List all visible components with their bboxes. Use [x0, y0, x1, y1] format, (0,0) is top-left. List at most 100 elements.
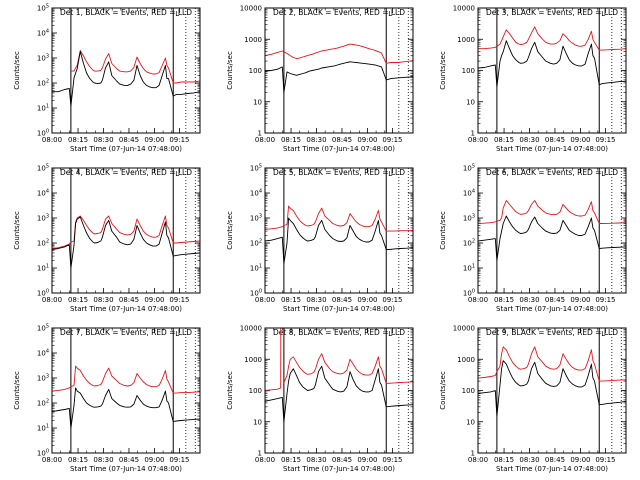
- y-tick-label: 1: [258, 130, 262, 138]
- x-tick-label: 08:30: [519, 296, 539, 304]
- y-tick-label-exponent: 4: [472, 189, 475, 195]
- y-tick-label: 101: [37, 104, 49, 113]
- y-tick-label: 102: [37, 79, 49, 88]
- y-tick-label: 100: [249, 67, 262, 75]
- y-tick-label: 100: [250, 289, 262, 298]
- plot-frame: [264, 327, 414, 454]
- x-tick-label: 08:00: [468, 136, 488, 144]
- marker-label: L: [175, 10, 179, 18]
- y-tick-label-exponent: 1: [46, 264, 49, 270]
- x-tick-label: 09:15: [595, 456, 615, 464]
- y-tick-label: 105: [37, 164, 49, 173]
- y-tick-label: 105: [463, 164, 475, 173]
- marker-label: L: [388, 330, 392, 338]
- x-tick-label: 09:00: [570, 136, 590, 144]
- y-tick-label: 102: [37, 239, 49, 248]
- series-lld-line: [70, 50, 200, 84]
- y-tick-label: 103: [463, 214, 475, 223]
- chart-title: Det 4, BLACK = Events, RED = LLD: [60, 168, 192, 177]
- x-tick-label: 08:00: [255, 456, 275, 464]
- y-axis-label: Counts/sec: [13, 211, 21, 250]
- x-tick-label: 08:15: [494, 136, 514, 144]
- series-lld-line: [52, 365, 200, 394]
- x-tick-label: 08:45: [119, 456, 139, 464]
- x-tick-label: 08:00: [255, 136, 275, 144]
- chart-panel-3: Det 3, BLACK = Events, RED = LLD Counts/s…: [439, 5, 627, 153]
- y-tick-label-exponent: 1: [46, 424, 49, 430]
- x-tick-label: 08:45: [119, 296, 139, 304]
- y-tick-label: 10: [253, 98, 262, 106]
- x-axis-label: Start Time (07-Jun-14 07:48:00): [283, 465, 395, 473]
- x-tick-label: 08:15: [281, 296, 301, 304]
- plot-series-group: [265, 328, 413, 423]
- x-axis-label: Start Time (07-Jun-14 07:48:00): [70, 145, 182, 153]
- marker-label: L: [388, 170, 392, 178]
- x-tick-label: 08:15: [281, 456, 301, 464]
- chart-panel-8: Det 8, BLACK = Events, RED = LLD Counts/s…: [226, 325, 414, 473]
- x-tick-label: 09:00: [144, 296, 164, 304]
- y-tick-label-exponent: 0: [472, 289, 475, 295]
- y-tick-label-exponent: 4: [259, 189, 262, 195]
- marker-label: L: [601, 330, 605, 338]
- chart-title: Det 2, BLACK = Events, RED = LLD: [273, 8, 405, 17]
- x-tick-label: 09:15: [382, 136, 402, 144]
- y-tick-label: 1000: [244, 356, 262, 364]
- y-tick-label: 100: [37, 129, 49, 138]
- y-tick-label: 10000: [453, 5, 475, 13]
- x-axis-label: Start Time (07-Jun-14 07:48:00): [496, 145, 608, 153]
- marker-label: L: [388, 10, 392, 18]
- y-tick-label: 103: [37, 54, 49, 63]
- y-tick-label-exponent: 5: [46, 324, 49, 330]
- y-tick-label-exponent: 5: [259, 164, 262, 170]
- y-tick-label: 101: [463, 264, 475, 273]
- plot-series-group: [52, 50, 200, 107]
- x-tick-label: 09:15: [595, 136, 615, 144]
- chart-title: Det 7, BLACK = Events, RED = LLD: [60, 328, 192, 337]
- y-tick-label-exponent: 1: [259, 264, 262, 270]
- y-tick-label-exponent: 0: [46, 449, 49, 455]
- series-lld-line: [265, 328, 413, 391]
- y-tick-label-exponent: 5: [46, 164, 49, 170]
- chart-panel-2: Det 2, BLACK = Events, RED = LLD Counts/s…: [226, 5, 414, 153]
- y-tick-label-exponent: 2: [259, 239, 262, 245]
- y-tick-label-exponent: 5: [472, 164, 475, 170]
- plot-series-group: [52, 365, 200, 429]
- chart-panel-1: Det 1, BLACK = Events, RED = LLD Counts/s…: [13, 4, 201, 153]
- y-tick-label: 104: [37, 189, 49, 198]
- x-tick-label: 08:45: [119, 136, 139, 144]
- y-tick-label: 1000: [244, 36, 262, 44]
- y-tick-label: 102: [250, 239, 262, 248]
- x-tick-label: 09:00: [570, 456, 590, 464]
- y-tick-label: 104: [463, 189, 475, 198]
- y-tick-label: 103: [37, 374, 49, 383]
- x-tick-label: 08:45: [545, 456, 565, 464]
- y-tick-label-exponent: 3: [46, 374, 49, 380]
- y-tick-label-exponent: 0: [46, 289, 49, 295]
- series-lld-line: [52, 215, 200, 249]
- plot-frame: [477, 167, 627, 294]
- x-axis-label: Start Time (07-Jun-14 07:48:00): [70, 305, 182, 313]
- plot-frame: [264, 167, 414, 294]
- x-tick-label: 09:15: [169, 296, 189, 304]
- x-tick-label: 08:45: [332, 456, 352, 464]
- plot-series-group: [478, 200, 626, 261]
- y-tick-label: 103: [250, 214, 262, 223]
- series-events-line: [265, 217, 413, 265]
- y-tick-label: 104: [250, 189, 262, 198]
- x-axis-label: Start Time (07-Jun-14 07:48:00): [283, 305, 395, 313]
- x-tick-label: 09:00: [144, 456, 164, 464]
- y-tick-label: 1: [258, 450, 262, 458]
- y-tick-label: 100: [249, 387, 262, 395]
- x-tick-label: 08:30: [306, 296, 326, 304]
- x-tick-label: 09:00: [357, 136, 377, 144]
- y-tick-label-exponent: 2: [46, 399, 49, 405]
- x-tick-label: 09:15: [595, 296, 615, 304]
- y-tick-label: 102: [37, 399, 49, 408]
- y-tick-label: 105: [250, 164, 262, 173]
- plot-frame: [51, 327, 201, 454]
- series-events-line: [52, 387, 200, 429]
- y-tick-label: 100: [462, 387, 475, 395]
- series-events-line: [52, 51, 200, 107]
- x-tick-label: 09:15: [169, 456, 189, 464]
